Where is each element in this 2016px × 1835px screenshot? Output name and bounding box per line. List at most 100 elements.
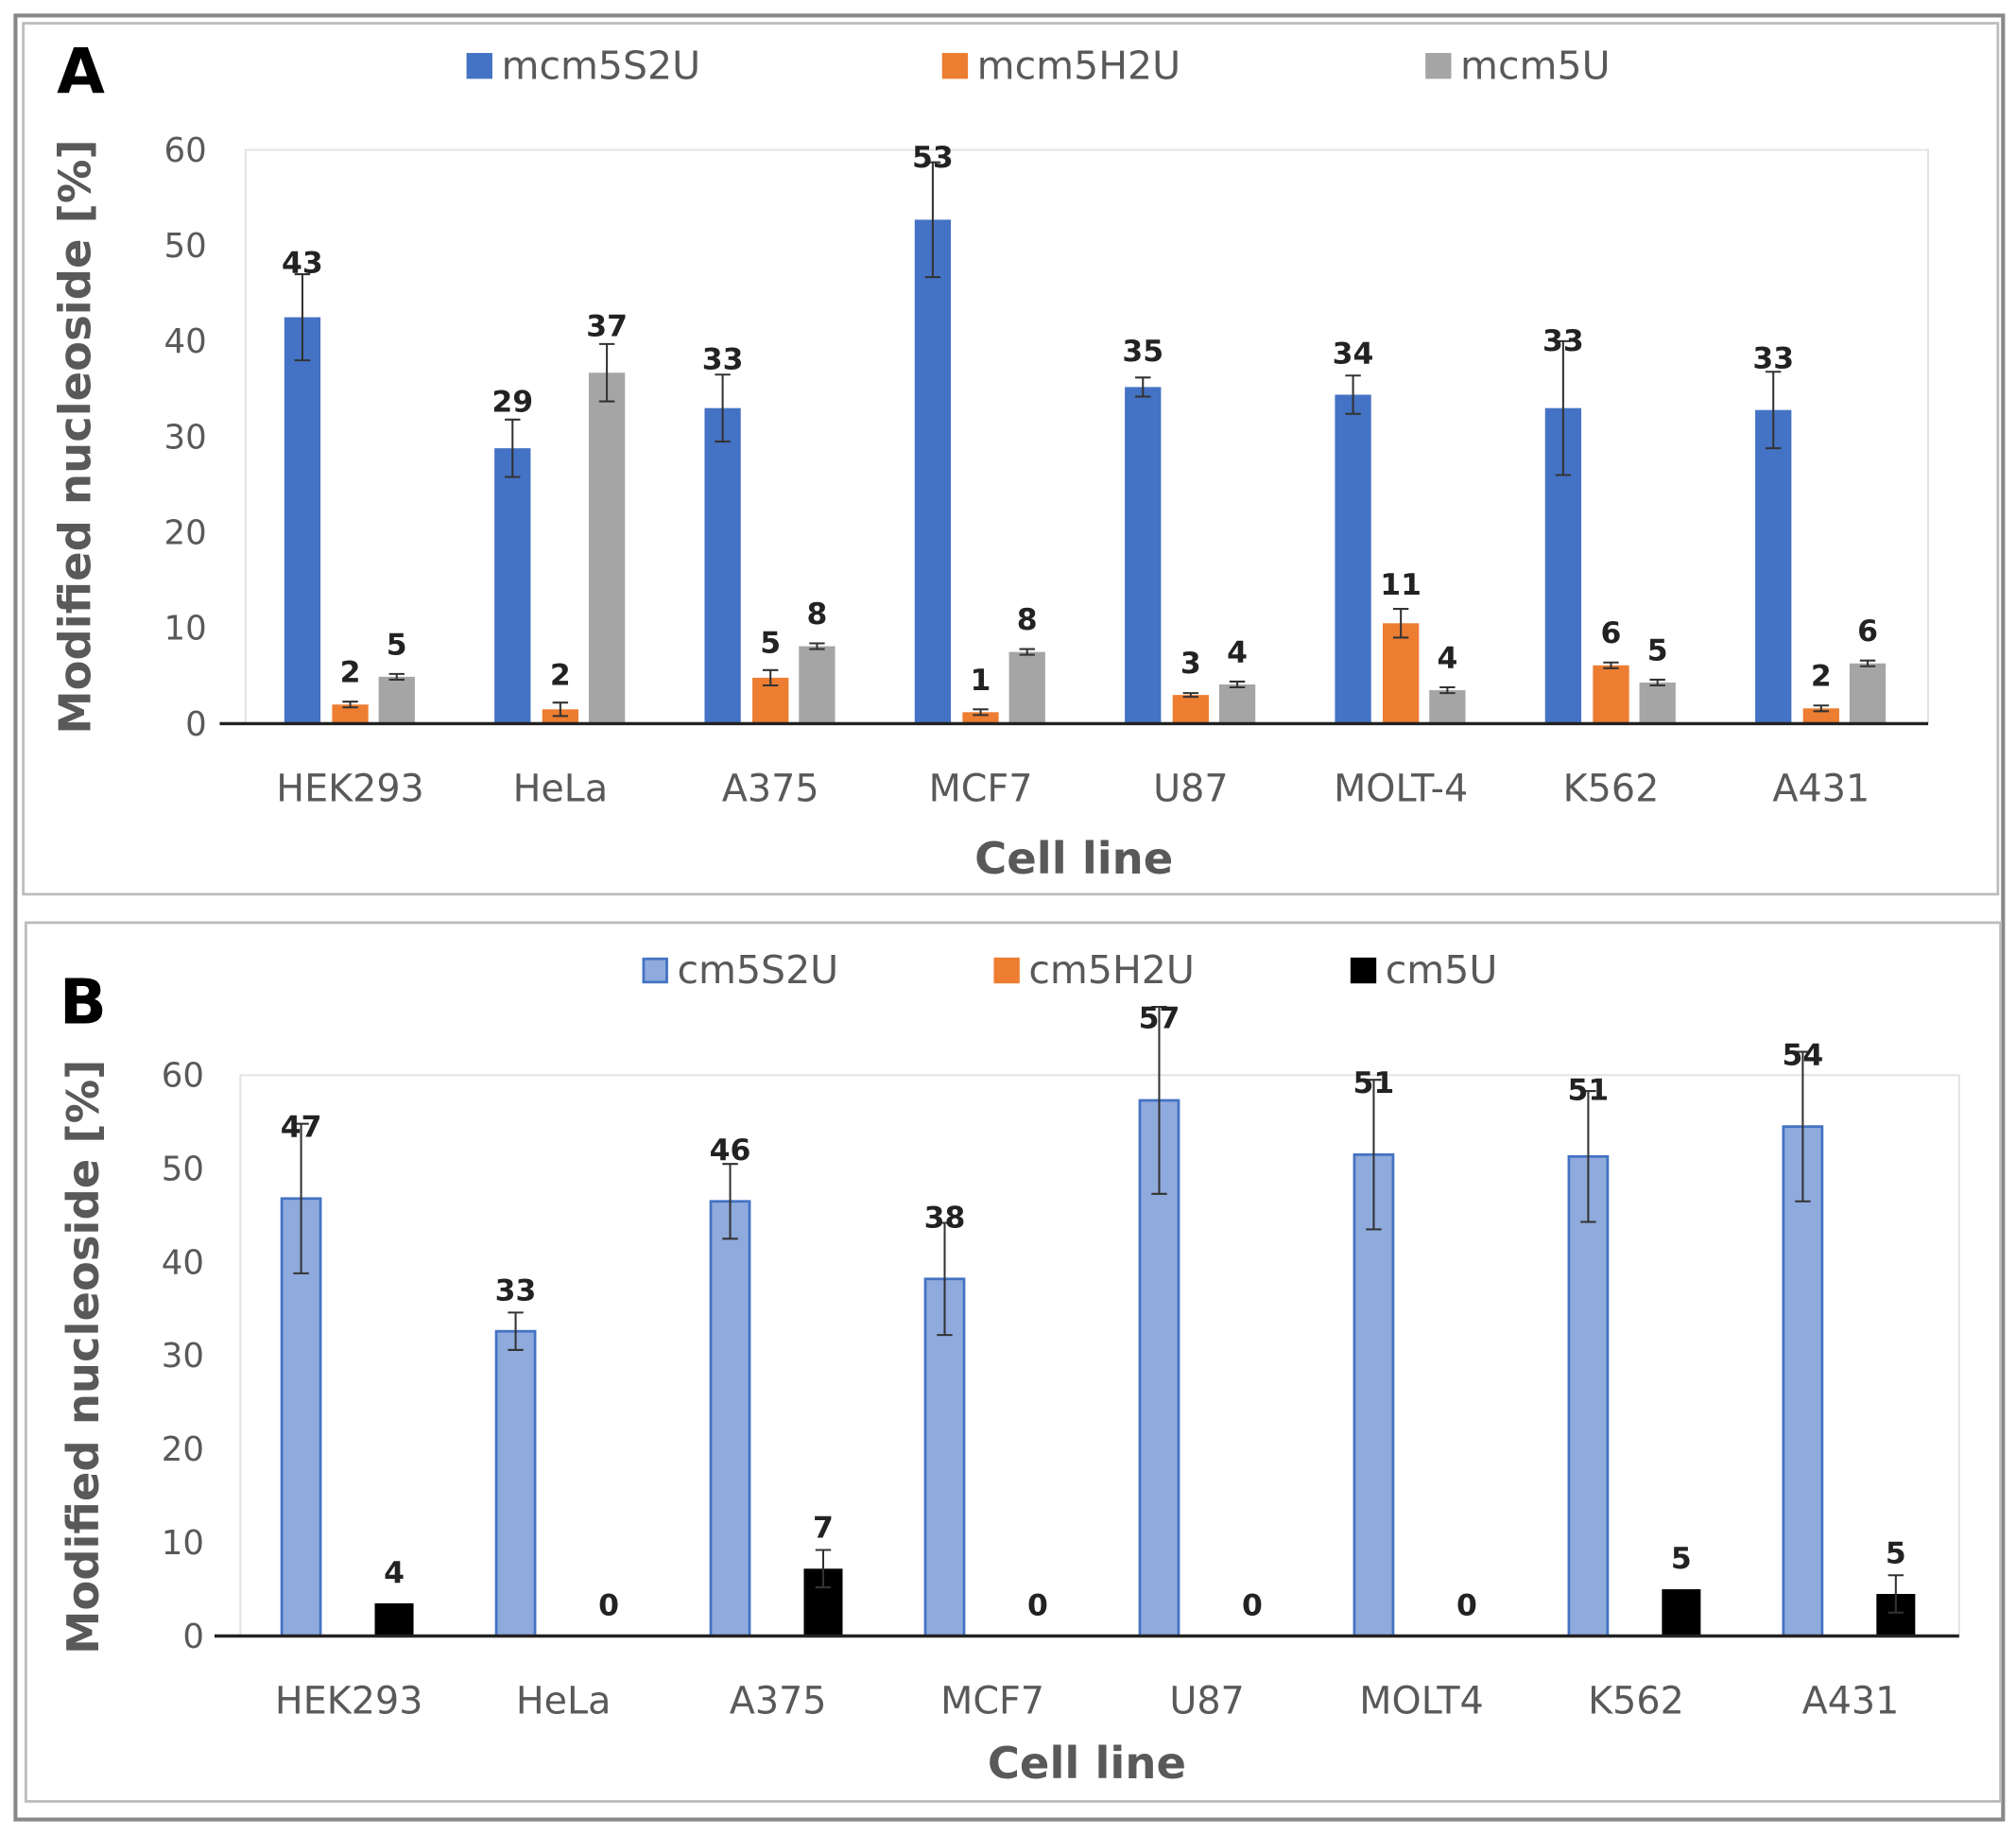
legend-swatch bbox=[642, 957, 668, 984]
panel-a-frame bbox=[22, 22, 2000, 896]
legend-label: cm5S2U bbox=[677, 947, 838, 993]
bar-cm5S2U bbox=[709, 1200, 751, 1637]
panel-letter: B bbox=[60, 967, 107, 1039]
y-tick-label: 0 bbox=[185, 705, 207, 744]
legend-label: cm5U bbox=[1386, 947, 1498, 993]
bar-cm5U bbox=[1662, 1589, 1701, 1636]
bar-mcm5U bbox=[588, 372, 626, 724]
data-label: 33 bbox=[702, 342, 744, 376]
panel-b-frame bbox=[24, 921, 2002, 1803]
data-label: 2 bbox=[1811, 660, 1832, 694]
y-tick-label: 40 bbox=[162, 1243, 204, 1282]
x-tick-label: HeLa bbox=[513, 767, 609, 810]
bar-mcm5S2U bbox=[284, 317, 321, 724]
y-tick-label: 40 bbox=[164, 322, 207, 361]
legend-swatch bbox=[1425, 53, 1452, 79]
outer-frame bbox=[13, 13, 2006, 1822]
y-tick-label: 0 bbox=[182, 1618, 204, 1656]
y-tick-label: 60 bbox=[164, 131, 207, 170]
bar-mcm5U bbox=[378, 676, 415, 724]
y-tick-label: 60 bbox=[162, 1057, 204, 1096]
bar-mcm5U bbox=[1429, 690, 1466, 724]
y-tick-label: 10 bbox=[164, 610, 207, 649]
bar-mcm5H2U bbox=[962, 712, 999, 724]
bar-mcm5H2U bbox=[1593, 665, 1629, 724]
data-label: 4 bbox=[1437, 642, 1457, 676]
bar-mcm5H2U bbox=[1172, 695, 1209, 724]
bar-mcm5U bbox=[1008, 651, 1045, 724]
x-tick-label: A375 bbox=[722, 767, 819, 810]
data-label: 2 bbox=[550, 659, 571, 693]
bar-mcm5U bbox=[1218, 684, 1256, 724]
bar-mcm5H2U bbox=[332, 704, 369, 724]
bar-mcm5S2U bbox=[914, 219, 952, 724]
data-label: 38 bbox=[924, 1201, 966, 1235]
bar-mcm5U bbox=[1639, 682, 1676, 724]
data-label: 6 bbox=[1601, 616, 1622, 650]
data-label: 57 bbox=[1139, 1002, 1180, 1036]
y-axis-title: Modified nucleoside [%] bbox=[58, 1060, 109, 1654]
legend-swatch bbox=[1350, 957, 1377, 984]
x-tick-label: U87 bbox=[1153, 767, 1228, 810]
bar-mcm5H2U bbox=[1383, 623, 1420, 724]
legend-label: mcm5S2U bbox=[502, 43, 701, 88]
bar-mcm5U bbox=[799, 646, 836, 724]
bar-mcm5S2U bbox=[494, 448, 531, 724]
data-label: 33 bbox=[1542, 324, 1584, 358]
y-tick-label: 20 bbox=[164, 513, 207, 552]
x-tick-label: A375 bbox=[730, 1680, 827, 1723]
data-label: 33 bbox=[1752, 342, 1794, 376]
data-label: 5 bbox=[1647, 633, 1668, 667]
bar-cm5S2U bbox=[494, 1329, 537, 1637]
data-label: 29 bbox=[491, 386, 533, 420]
data-label: 33 bbox=[495, 1273, 537, 1307]
data-label: 7 bbox=[813, 1512, 834, 1546]
y-tick-label: 30 bbox=[164, 418, 207, 457]
data-label: 35 bbox=[1122, 335, 1163, 369]
y-tick-label: 30 bbox=[162, 1337, 204, 1376]
data-label: 5 bbox=[1886, 1536, 1906, 1570]
data-label: 1 bbox=[971, 664, 991, 698]
legend-label: cm5H2U bbox=[1028, 947, 1195, 993]
data-label: 51 bbox=[1568, 1073, 1610, 1107]
bar-cm5S2U bbox=[1567, 1154, 1610, 1637]
legend-swatch bbox=[993, 957, 1020, 984]
data-label: 5 bbox=[387, 628, 407, 662]
legend-swatch bbox=[466, 53, 492, 79]
legend-label: mcm5H2U bbox=[977, 43, 1180, 88]
bar-mcm5S2U bbox=[1125, 387, 1162, 724]
y-tick-label: 20 bbox=[162, 1430, 204, 1469]
data-label: 46 bbox=[710, 1134, 751, 1168]
data-label: 3 bbox=[1180, 647, 1201, 681]
x-tick-label: K562 bbox=[1563, 767, 1660, 810]
legend-label: mcm5U bbox=[1460, 43, 1611, 88]
data-label: 0 bbox=[1456, 1589, 1477, 1623]
x-tick-label: A431 bbox=[1802, 1680, 1900, 1723]
data-label: 0 bbox=[1027, 1589, 1048, 1623]
data-label: 0 bbox=[1242, 1589, 1263, 1623]
data-label: 51 bbox=[1353, 1066, 1395, 1100]
data-label: 5 bbox=[760, 627, 781, 661]
x-tick-label: HeLa bbox=[516, 1680, 612, 1723]
x-tick-label: MCF7 bbox=[929, 767, 1033, 810]
bar-cm5U bbox=[374, 1602, 414, 1636]
data-label: 47 bbox=[281, 1110, 322, 1144]
chart-panel-a: A 0 10 20 30 40 50 60 Modified nucleoside [%] Cel… bbox=[50, 36, 1930, 884]
x-axis-title: Cell line bbox=[974, 833, 1173, 884]
data-label: 11 bbox=[1380, 568, 1422, 602]
x-axis-title: Cell line bbox=[988, 1738, 1186, 1789]
y-tick-label: 50 bbox=[162, 1150, 204, 1188]
panel-letter: A bbox=[57, 36, 105, 108]
y-tick-label: 10 bbox=[162, 1524, 204, 1563]
x-tick-label: MOLT-4 bbox=[1334, 767, 1468, 810]
y-tick-label: 50 bbox=[164, 227, 207, 266]
x-tick-label: A431 bbox=[1772, 767, 1870, 810]
bar-cm5S2U bbox=[1782, 1125, 1824, 1637]
data-label: 37 bbox=[586, 310, 628, 344]
data-label: 5 bbox=[1671, 1542, 1692, 1576]
data-label: 54 bbox=[1783, 1038, 1824, 1072]
data-label: 53 bbox=[912, 141, 954, 175]
data-label: 8 bbox=[1017, 603, 1038, 637]
legend-swatch bbox=[941, 53, 969, 79]
